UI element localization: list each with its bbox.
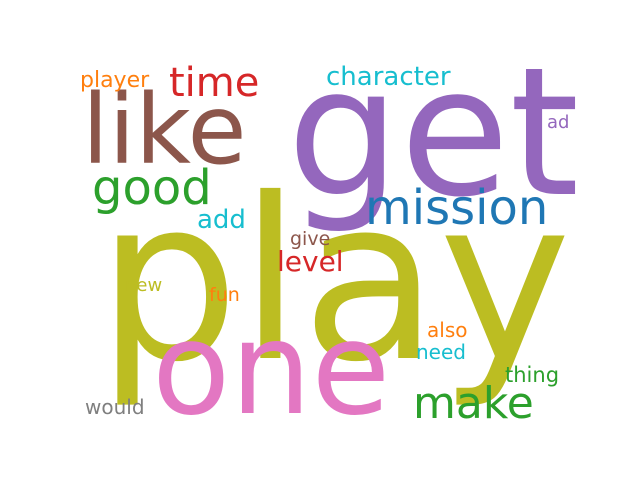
word-make: make — [413, 378, 534, 429]
word-mission: mission — [365, 180, 548, 236]
word-character: character — [326, 62, 451, 92]
word-one: one — [152, 295, 390, 444]
word-new: new — [125, 275, 162, 296]
word-would: would — [85, 395, 145, 419]
word-level: level — [277, 245, 344, 278]
word-player: player — [80, 68, 150, 93]
word-good: good — [92, 160, 212, 216]
word-get: get — [287, 29, 579, 236]
word-add: add — [197, 205, 246, 235]
word-need: need — [416, 340, 466, 364]
word-like: like — [82, 74, 247, 186]
word-give: give — [290, 228, 330, 250]
word-ad: ad — [547, 112, 569, 133]
word-fun: fun — [209, 284, 240, 306]
word-play: play — [97, 150, 571, 411]
word-time: time — [169, 60, 259, 106]
word-thing: thing — [505, 363, 559, 387]
word-also: also — [427, 318, 467, 342]
